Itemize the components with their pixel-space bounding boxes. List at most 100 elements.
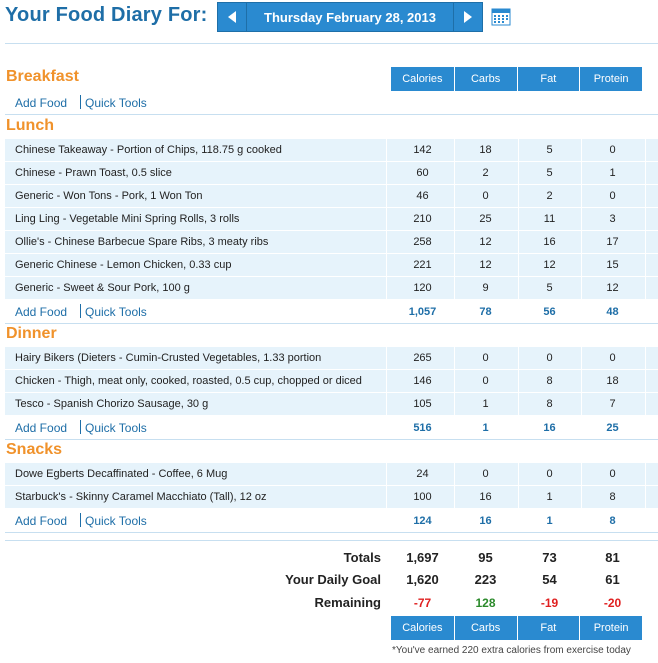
food-entry-row[interactable]: Ollie's - Chinese Barbecue Spare Ribs, 3… bbox=[5, 231, 658, 254]
column-headers-top: Calories Carbs Fat Protein bbox=[391, 67, 642, 91]
arrow-right-icon bbox=[464, 11, 472, 23]
column-divider bbox=[645, 254, 646, 277]
snacks-total-calories: 124 bbox=[413, 515, 432, 527]
lunch-add-row: Add Food Quick Tools 1,057 78 56 48 bbox=[5, 300, 658, 324]
food-entry-fat: 1 bbox=[546, 491, 553, 503]
column-header-calories: Calories bbox=[391, 67, 454, 91]
lunch-total-fat: 56 bbox=[543, 306, 556, 318]
daily-goal-label: Your Daily Goal bbox=[285, 572, 381, 587]
remaining-protein: -20 bbox=[603, 596, 622, 610]
column-divider bbox=[518, 370, 519, 393]
food-entry-calories: 221 bbox=[413, 259, 432, 271]
food-entry-carbs: 0 bbox=[482, 375, 489, 387]
food-entry-row[interactable]: Dowe Egberts Decaffinated - Coffee, 6 Mu… bbox=[5, 463, 658, 486]
column-divider bbox=[386, 254, 387, 277]
goal-carbs: 223 bbox=[474, 572, 497, 587]
food-entry-name[interactable]: Generic - Sweet & Sour Pork, 100 g bbox=[15, 282, 190, 294]
dinner-total-fat: 16 bbox=[543, 422, 556, 434]
food-entry-name[interactable]: Tesco - Spanish Chorizo Sausage, 30 g bbox=[15, 398, 209, 410]
food-entry-name[interactable]: Chicken - Thigh, meat only, cooked, roas… bbox=[15, 375, 362, 387]
food-entry-row[interactable]: Generic Chinese - Lemon Chicken, 0.33 cu… bbox=[5, 254, 658, 277]
column-divider bbox=[454, 139, 455, 162]
dinner-add-food-link[interactable]: Add Food bbox=[15, 421, 68, 435]
column-divider bbox=[386, 139, 387, 162]
column-divider bbox=[518, 486, 519, 509]
food-entry-row[interactable]: Generic - Sweet & Sour Pork, 100 g 120 9 5 1… bbox=[5, 277, 658, 300]
totals-carbs: 95 bbox=[478, 550, 493, 565]
food-entry-carbs: 16 bbox=[479, 491, 492, 503]
previous-day-button[interactable] bbox=[217, 2, 247, 32]
food-entry-calories: 105 bbox=[413, 398, 432, 410]
food-entry-protein: 12 bbox=[606, 282, 619, 294]
totals-fat: 73 bbox=[542, 550, 557, 565]
food-entry-protein: 1 bbox=[609, 167, 616, 179]
food-entry-protein: 0 bbox=[609, 190, 616, 202]
food-entry-carbs: 0 bbox=[482, 468, 489, 480]
header-divider bbox=[5, 43, 658, 44]
food-entry-name[interactable]: Generic Chinese - Lemon Chicken, 0.33 cu… bbox=[15, 259, 232, 271]
column-divider bbox=[518, 139, 519, 162]
column-header-fat: Fat bbox=[516, 616, 580, 640]
column-divider bbox=[386, 208, 387, 231]
column-divider bbox=[581, 486, 582, 509]
arrow-left-icon bbox=[228, 11, 236, 23]
column-divider bbox=[581, 463, 582, 486]
column-header-carbs: Carbs bbox=[453, 616, 517, 640]
column-divider bbox=[645, 370, 646, 393]
food-entry-calories: 265 bbox=[413, 352, 432, 364]
food-entry-name[interactable]: Chinese Takeaway - Portion of Chips, 118… bbox=[15, 144, 282, 156]
breakfast-add-food-link[interactable]: Add Food bbox=[15, 96, 68, 110]
remaining-carbs: 128 bbox=[475, 596, 496, 610]
food-entry-row[interactable]: Ling Ling - Vegetable Mini Spring Rolls,… bbox=[5, 208, 658, 231]
column-divider bbox=[645, 393, 646, 416]
food-entry-calories: 100 bbox=[413, 491, 432, 503]
food-entry-fat: 0 bbox=[546, 468, 553, 480]
breakfast-add-row: Add Food Quick Tools bbox=[5, 91, 658, 115]
food-entry-fat: 8 bbox=[546, 375, 553, 387]
food-entry-name[interactable]: Ling Ling - Vegetable Mini Spring Rolls,… bbox=[15, 213, 240, 225]
column-divider bbox=[581, 254, 582, 277]
food-entry-name[interactable]: Chinese - Prawn Toast, 0.5 slice bbox=[15, 167, 172, 179]
food-entry-row[interactable]: Chinese Takeaway - Portion of Chips, 118… bbox=[5, 139, 658, 162]
lunch-total-protein: 48 bbox=[606, 306, 619, 318]
food-entry-calories: 60 bbox=[416, 167, 429, 179]
food-entry-calories: 210 bbox=[413, 213, 432, 225]
food-entry-name[interactable]: Starbuck's - Skinny Caramel Macchiato (T… bbox=[15, 491, 267, 503]
food-entry-name[interactable]: Hairy Bikers (Dieters - Cumin-Crusted Ve… bbox=[15, 352, 322, 364]
column-divider bbox=[645, 185, 646, 208]
column-header-fat: Fat bbox=[516, 67, 580, 91]
snacks-total-protein: 8 bbox=[609, 515, 616, 527]
column-divider bbox=[518, 185, 519, 208]
food-entry-name[interactable]: Generic - Won Tons - Pork, 1 Won Ton bbox=[15, 190, 203, 202]
breakfast-quick-tools-link[interactable]: Quick Tools bbox=[85, 96, 147, 110]
next-day-button[interactable] bbox=[453, 2, 483, 32]
snacks-add-food-link[interactable]: Add Food bbox=[15, 514, 68, 528]
food-entry-row[interactable]: Starbuck's - Skinny Caramel Macchiato (T… bbox=[5, 486, 658, 509]
link-separator bbox=[80, 304, 81, 318]
food-entry-fat: 12 bbox=[543, 259, 556, 271]
column-divider bbox=[645, 463, 646, 486]
food-entry-name[interactable]: Dowe Egberts Decaffinated - Coffee, 6 Mu… bbox=[15, 468, 228, 480]
column-header-protein: Protein bbox=[579, 616, 642, 640]
lunch-add-food-link[interactable]: Add Food bbox=[15, 305, 68, 319]
lunch-quick-tools-link[interactable]: Quick Tools bbox=[85, 305, 147, 319]
calendar-icon[interactable] bbox=[491, 6, 511, 26]
food-entry-name[interactable]: Ollie's - Chinese Barbecue Spare Ribs, 3… bbox=[15, 236, 269, 248]
food-entry-fat: 5 bbox=[546, 144, 553, 156]
column-divider bbox=[581, 231, 582, 254]
food-entry-carbs: 2 bbox=[482, 167, 489, 179]
column-divider bbox=[386, 347, 387, 370]
dinner-quick-tools-link[interactable]: Quick Tools bbox=[85, 421, 147, 435]
food-entry-row[interactable]: Hairy Bikers (Dieters - Cumin-Crusted Ve… bbox=[5, 347, 658, 370]
food-entry-row[interactable]: Tesco - Spanish Chorizo Sausage, 30 g 105… bbox=[5, 393, 658, 416]
snacks-quick-tools-link[interactable]: Quick Tools bbox=[85, 514, 147, 528]
food-entry-row[interactable]: Generic - Won Tons - Pork, 1 Won Ton 46 0 2… bbox=[5, 185, 658, 208]
column-divider bbox=[518, 277, 519, 300]
food-entry-fat: 2 bbox=[546, 190, 553, 202]
food-entry-fat: 5 bbox=[546, 282, 553, 294]
totals-label: Totals bbox=[343, 550, 381, 565]
column-divider bbox=[386, 277, 387, 300]
lunch-title: Lunch bbox=[6, 117, 54, 134]
food-entry-row[interactable]: Chinese - Prawn Toast, 0.5 slice 60 2 5 1 bbox=[5, 162, 658, 185]
food-entry-row[interactable]: Chicken - Thigh, meat only, cooked, roas… bbox=[5, 370, 658, 393]
